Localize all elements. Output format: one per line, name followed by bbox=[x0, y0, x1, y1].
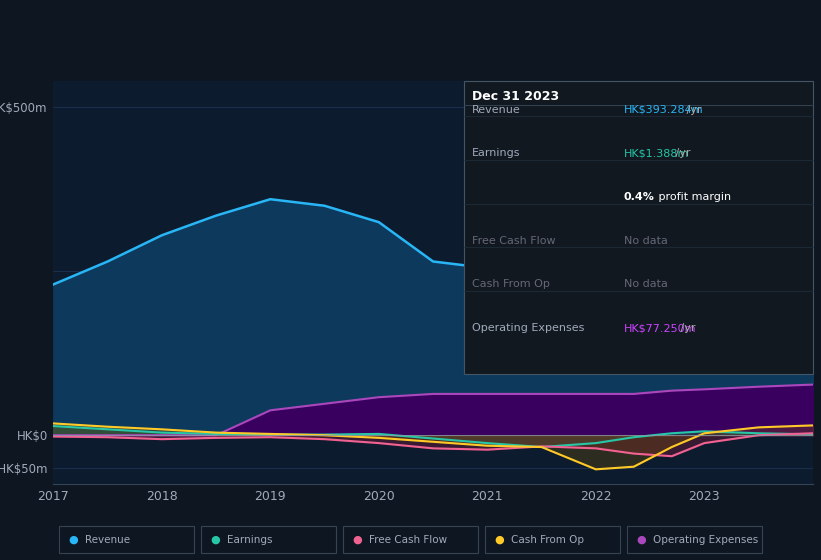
Text: Cash From Op: Cash From Op bbox=[511, 535, 584, 545]
Text: profit margin: profit margin bbox=[655, 192, 732, 202]
Text: ●: ● bbox=[353, 535, 362, 545]
Text: HK$393.284m: HK$393.284m bbox=[624, 105, 704, 115]
Text: /yr: /yr bbox=[683, 105, 701, 115]
Text: Operating Expenses: Operating Expenses bbox=[654, 535, 759, 545]
Text: No data: No data bbox=[624, 236, 667, 246]
Text: Dec 31 2023: Dec 31 2023 bbox=[472, 90, 559, 104]
Text: Free Cash Flow: Free Cash Flow bbox=[369, 535, 447, 545]
Text: Earnings: Earnings bbox=[472, 148, 521, 158]
Text: ●: ● bbox=[637, 535, 646, 545]
Text: ●: ● bbox=[495, 535, 504, 545]
Text: ●: ● bbox=[211, 535, 220, 545]
Text: Free Cash Flow: Free Cash Flow bbox=[472, 236, 556, 246]
Text: /yr: /yr bbox=[672, 148, 690, 158]
Text: No data: No data bbox=[624, 279, 667, 290]
Text: /yr: /yr bbox=[677, 323, 696, 333]
Text: ●: ● bbox=[69, 535, 78, 545]
Text: 0.4%: 0.4% bbox=[624, 192, 655, 202]
Text: Earnings: Earnings bbox=[227, 535, 273, 545]
Text: Revenue: Revenue bbox=[472, 105, 521, 115]
Text: HK$1.388m: HK$1.388m bbox=[624, 148, 690, 158]
Text: Operating Expenses: Operating Expenses bbox=[472, 323, 585, 333]
Text: HK$77.250m: HK$77.250m bbox=[624, 323, 696, 333]
Text: Cash From Op: Cash From Op bbox=[472, 279, 550, 290]
Text: Revenue: Revenue bbox=[85, 535, 130, 545]
